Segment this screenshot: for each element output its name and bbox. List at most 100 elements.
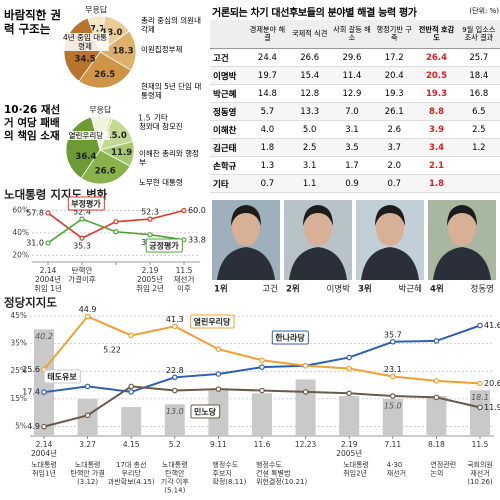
photo xyxy=(284,200,352,280)
point xyxy=(128,389,135,395)
table-cell: 3.5 xyxy=(330,138,374,157)
series-label: 열린우리당 xyxy=(194,317,231,327)
point xyxy=(79,235,85,241)
data-label: 52.3 xyxy=(141,208,159,217)
event-annotation: 위헌결정(10.21) xyxy=(256,477,308,486)
table-cell: 16.8 xyxy=(457,84,500,103)
x-tick-label: 2.14 xyxy=(36,440,53,449)
slice-label: 총리 중심의 의원내각제 xyxy=(141,16,201,35)
photo-body xyxy=(289,247,347,280)
bar-label: 15.0 xyxy=(384,401,402,410)
data-label: 41.3 xyxy=(166,315,184,324)
bar xyxy=(121,407,142,436)
point xyxy=(128,332,135,339)
data-label: 52.4 xyxy=(73,207,91,216)
event-annotation: 후보지 xyxy=(212,469,231,478)
column-header: 국제적 식견 xyxy=(288,20,331,49)
photo-body xyxy=(433,247,491,280)
table-corner xyxy=(210,20,247,49)
slice-label: 열린우리당 xyxy=(61,130,110,140)
chart-title: 10·26 재선거 여당 패배의 책임 소재 xyxy=(4,104,61,143)
pie-slice xyxy=(80,149,131,185)
x-tick-label: 8.18 xyxy=(428,440,445,449)
slice-label: 무응답 xyxy=(85,5,108,15)
data-label: 57.8 xyxy=(26,208,44,217)
table-cell: 5.7 xyxy=(246,102,289,121)
x-sublabel: 2005년 xyxy=(137,274,163,284)
event-annotation: 논의 xyxy=(430,469,443,478)
x-tick-label: 9.11 xyxy=(210,440,227,449)
table-cell: 기타 xyxy=(210,174,247,193)
photo xyxy=(428,200,496,280)
event-annotation: 행정수도 xyxy=(212,460,238,469)
table-cell: 박근혜 xyxy=(210,84,247,103)
table-cell: 3.7 xyxy=(373,138,416,157)
table-cell: 20.5 xyxy=(415,66,458,85)
event-annotation: 취임2년 xyxy=(343,469,367,478)
photo xyxy=(212,200,280,280)
data-label: 17.4 xyxy=(22,388,40,397)
photo-name: 박근혜 xyxy=(399,284,422,295)
bar xyxy=(470,390,490,436)
slice-label: 노무현 대통령 xyxy=(139,178,183,187)
table-row: 박근혜 14.8 12.8 12.9 19.3 19.3 16.8 xyxy=(210,84,500,103)
table-cell: 19.7 xyxy=(246,66,289,85)
table-cell: 18.4 xyxy=(457,66,500,85)
point xyxy=(477,404,483,411)
photo-face xyxy=(304,210,332,246)
table-cell: 이해찬 xyxy=(210,120,247,139)
x-sublabel: 이후 xyxy=(177,283,191,293)
photo-name: 정동영 xyxy=(471,284,494,295)
slice-label: 현재의 5년 단임 대통령제 xyxy=(141,82,202,101)
y-tick-label: 45% xyxy=(10,311,27,320)
column-header: 행정기반 구축 xyxy=(373,20,416,49)
series-label-box xyxy=(67,196,105,211)
data-label: 31.0 xyxy=(26,238,44,247)
table-cell: 3.1 xyxy=(288,156,331,175)
bar xyxy=(295,379,316,436)
slice-label: 무응답 xyxy=(89,105,112,115)
event-annotation: 우리당 xyxy=(122,469,142,478)
point xyxy=(84,313,91,320)
table-cell: 26.6 xyxy=(288,48,331,67)
table-cell: 5.0 xyxy=(288,120,331,139)
x-tick-label: 3.27 xyxy=(79,440,96,449)
table-cell: 6.5 xyxy=(457,102,500,121)
photo-hair xyxy=(375,205,405,226)
table-cell: 2.5 xyxy=(288,138,331,157)
slice-value: 26.6 xyxy=(95,167,116,177)
table-cell: 고건 xyxy=(210,48,247,67)
table-cell: 26.1 xyxy=(373,102,416,121)
note: 5.22 xyxy=(103,346,121,355)
table-cell: 17.2 xyxy=(373,48,416,67)
column-header: 사회 갈등 해소 xyxy=(330,20,374,49)
bar xyxy=(252,393,272,436)
point xyxy=(302,362,309,369)
point xyxy=(433,378,440,384)
photo-hair xyxy=(231,205,261,226)
point xyxy=(259,357,265,364)
bar xyxy=(34,329,54,436)
event-annotation: 건설 특별법 xyxy=(256,469,290,478)
point xyxy=(389,338,396,345)
table-row: 정동영 5.7 13.3 7.0 26.1 8.8 6.5 xyxy=(210,102,500,121)
event-annotation: 기각 이후 xyxy=(161,477,190,486)
column-header: 전반적 호감도 xyxy=(415,20,458,49)
data-label: 41.6 xyxy=(484,321,500,330)
data-label: 35.3 xyxy=(73,242,91,251)
table-cell: 0.7 xyxy=(373,174,416,193)
table-cell: 1.2 xyxy=(457,138,500,157)
point xyxy=(84,412,91,419)
point xyxy=(113,229,119,235)
pie-slice xyxy=(99,30,137,71)
point xyxy=(433,338,440,344)
photo-face xyxy=(448,210,476,246)
point xyxy=(302,389,309,395)
table-cell: 2.5 xyxy=(457,120,500,139)
table-cell: 0.7 xyxy=(246,174,289,193)
event-annotation: 4·30 xyxy=(387,461,403,469)
series-label: 민노당 xyxy=(194,407,217,417)
point xyxy=(79,216,85,222)
point xyxy=(147,232,153,238)
bar xyxy=(382,398,403,436)
